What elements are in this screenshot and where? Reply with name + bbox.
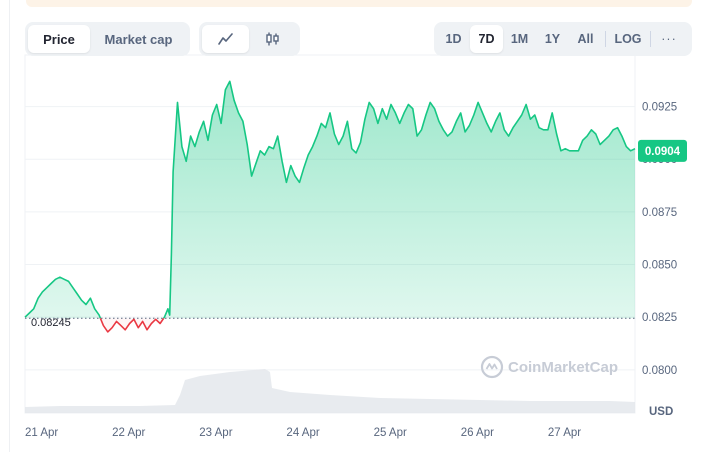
range-1d-button[interactable]: 1D — [445, 32, 462, 46]
range-7d-button[interactable]: 7D — [470, 25, 503, 53]
tab-price[interactable]: Price — [28, 25, 90, 53]
toolbar-separator — [650, 31, 651, 47]
x-tick-label: 22 Apr — [112, 427, 145, 439]
x-tick-label: 24 Apr — [286, 427, 319, 439]
y-tick-label: 0.0925 — [642, 102, 677, 114]
x-tick-label: 25 Apr — [374, 427, 407, 439]
time-range-toggle: 1D 7D 1M 1Y All LOG ··· — [434, 22, 692, 56]
current-price-label: 0.0904 — [645, 146, 681, 158]
range-1y-button[interactable]: 1Y — [544, 32, 561, 46]
more-options-button[interactable]: ··· — [661, 32, 677, 46]
y-tick-label: 0.0875 — [642, 207, 677, 219]
page-divider — [9, 0, 10, 452]
range-1m-button[interactable]: 1M — [510, 32, 529, 46]
reference-price-label: 0.08245 — [31, 317, 71, 329]
current-price-badge: 0.0904 — [638, 139, 687, 162]
x-tick-label: 21 Apr — [25, 427, 58, 439]
price-line-up — [24, 80, 636, 319]
x-axis: 21 Apr 22 Apr 23 Apr 24 Apr 25 Apr 26 Apr 27 A… — [25, 427, 581, 439]
volume-bars — [25, 369, 635, 413]
line-chart-icon — [217, 33, 233, 45]
volume-area — [25, 369, 635, 413]
range-all-button[interactable]: All — [577, 32, 594, 46]
toolbar-separator — [605, 31, 606, 47]
x-tick-label: 27 Apr — [548, 427, 581, 439]
watermark: CoinMarketCap — [480, 355, 618, 379]
y-tick-label: 0.0825 — [642, 312, 677, 324]
price-area-up — [25, 81, 635, 319]
line-chart-button[interactable] — [202, 25, 249, 53]
log-scale-button[interactable]: LOG — [614, 32, 642, 46]
candlestick-icon — [265, 32, 279, 46]
tab-market-cap[interactable]: Market cap — [104, 31, 173, 47]
y-tick-label: 0.0850 — [642, 260, 677, 272]
y-tick-label: 0.0800 — [642, 365, 677, 377]
watermark-text: CoinMarketCap — [508, 359, 618, 376]
x-tick-label: 23 Apr — [199, 427, 232, 439]
price-line-down — [99, 318, 165, 333]
coinmarketcap-logo-icon — [480, 355, 504, 379]
notice-strip — [26, 0, 692, 7]
candlestick-chart-button[interactable] — [249, 25, 296, 53]
chart-type-toggle — [199, 22, 300, 56]
currency-label: USD — [649, 406, 673, 418]
metric-toggle: Price Market cap — [25, 22, 190, 56]
x-tick-label: 26 Apr — [461, 427, 494, 439]
